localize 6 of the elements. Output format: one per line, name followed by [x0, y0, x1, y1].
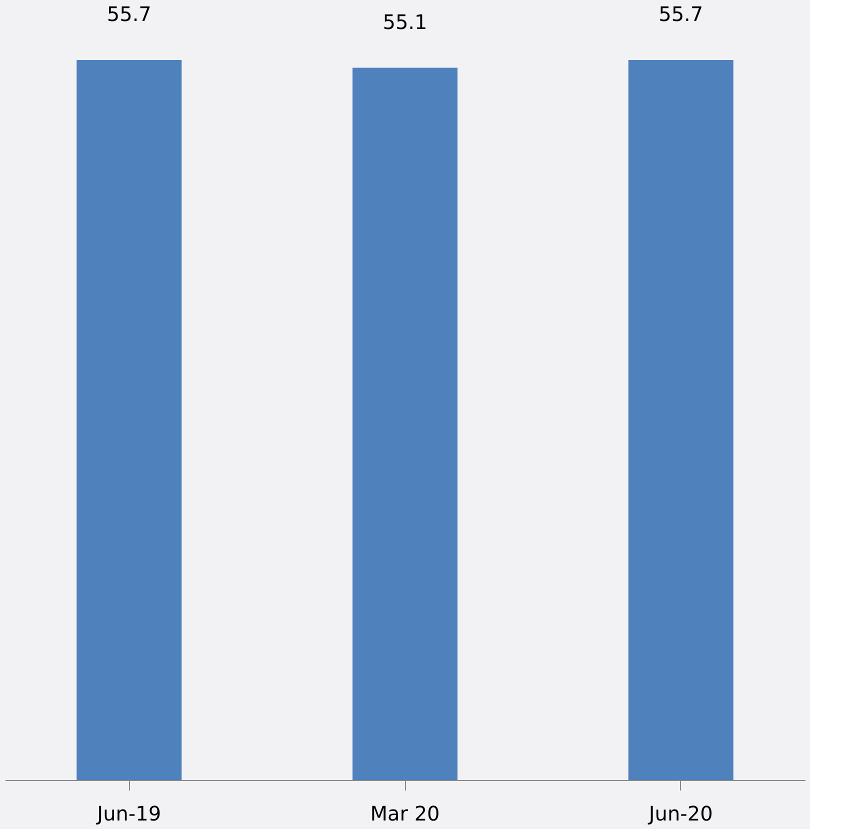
x-tick-label: Jun-20	[646, 802, 713, 826]
data-label: 55.7	[658, 2, 704, 26]
x-tick-label: Mar 20	[370, 802, 440, 826]
data-label: 55.7	[106, 2, 152, 26]
x-tick-label: Jun-19	[95, 802, 162, 826]
data-label: 55.1	[382, 10, 428, 34]
